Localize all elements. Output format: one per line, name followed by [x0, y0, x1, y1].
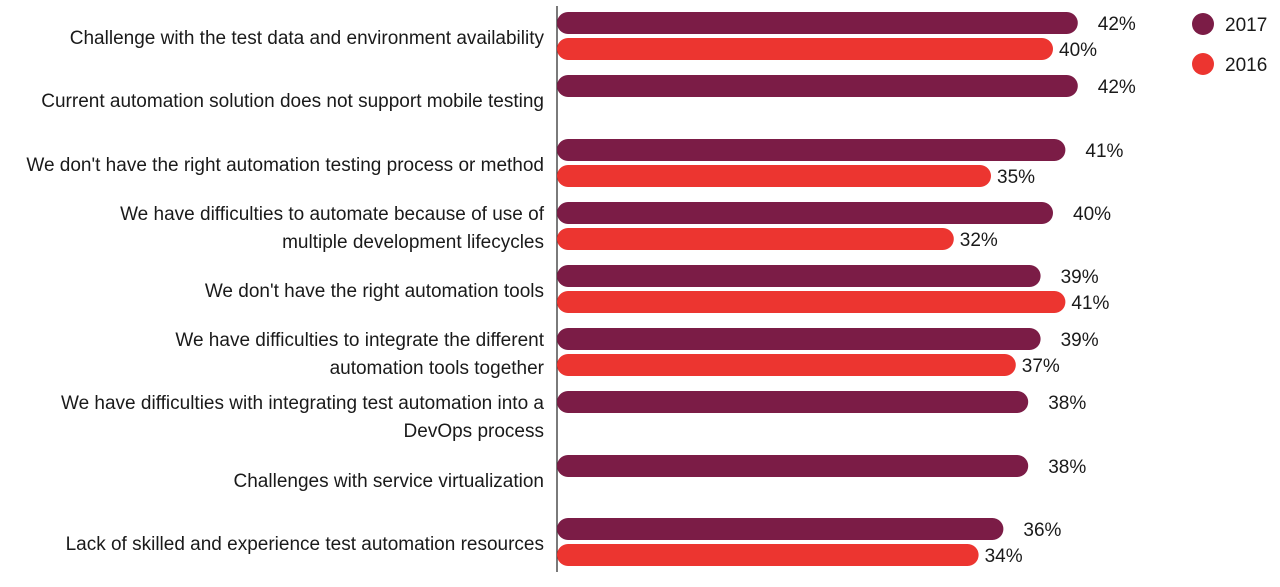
- bar-2017-2: [557, 139, 1066, 161]
- legend: 2017 2016: [1192, 13, 1267, 76]
- category-label-line: Challenge with the test data and environ…: [70, 28, 545, 49]
- bar-2017-6: [557, 391, 1029, 413]
- bar-2017-5: [557, 328, 1041, 350]
- value-label-2016-5: 37%: [1022, 356, 1060, 377]
- bar-2017-3: [557, 202, 1053, 224]
- category-label-4: We don't have the right automation tools: [205, 281, 544, 302]
- value-label-2016-8: 34%: [985, 546, 1023, 567]
- bar-2017-7: [557, 455, 1029, 477]
- category-label-2: We don't have the right automation testi…: [26, 155, 544, 176]
- category-label-line: Challenges with service virtualization: [234, 471, 544, 492]
- value-label-2017-6: 38%: [1048, 393, 1086, 414]
- category-labels-group: Challenge with the test data and environ…: [26, 28, 544, 555]
- category-label-6: We have difficulties with integrating te…: [61, 393, 544, 442]
- category-label-line: We don't have the right automation testi…: [26, 155, 544, 176]
- value-label-2017-3: 40%: [1073, 204, 1111, 225]
- category-label-1: Current automation solution does not sup…: [41, 91, 544, 112]
- category-label-3: We have difficulties to automate because…: [120, 204, 545, 253]
- category-label-7: Challenges with service virtualization: [234, 471, 544, 492]
- bar-2017-8: [557, 518, 1004, 540]
- value-label-2017-1: 42%: [1098, 77, 1136, 98]
- bars-group: 42%40%42%41%35%40%32%39%41%39%37%38%38%3…: [557, 12, 1136, 567]
- value-label-2017-0: 42%: [1098, 14, 1136, 35]
- legend-label-2017: 2017: [1225, 15, 1267, 36]
- value-label-2017-8: 36%: [1023, 520, 1061, 541]
- value-label-2017-7: 38%: [1048, 457, 1086, 478]
- category-label-line: Lack of skilled and experience test auto…: [66, 534, 544, 555]
- bar-2016-8: [557, 544, 979, 566]
- category-label-5: We have difficulties to integrate the di…: [175, 330, 544, 379]
- category-label-8: Lack of skilled and experience test auto…: [66, 534, 544, 555]
- bar-2016-0: [557, 38, 1053, 60]
- category-label-0: Challenge with the test data and environ…: [70, 28, 545, 49]
- legend-label-2016: 2016: [1225, 55, 1267, 76]
- bar-2017-4: [557, 265, 1041, 287]
- category-label-line: We have difficulties to automate because…: [120, 204, 545, 225]
- value-label-2016-2: 35%: [997, 167, 1035, 188]
- bar-2016-3: [557, 228, 954, 250]
- category-label-line: We have difficulties with integrating te…: [61, 393, 544, 414]
- bar-2016-2: [557, 165, 991, 187]
- value-label-2016-0: 40%: [1059, 40, 1097, 61]
- category-label-line: We have difficulties to integrate the di…: [175, 330, 544, 351]
- category-label-line: multiple development lifecycles: [282, 232, 544, 253]
- value-label-2017-4: 39%: [1061, 267, 1099, 288]
- legend-marker-2016: [1192, 53, 1214, 75]
- bar-2017-0: [557, 12, 1078, 34]
- category-label-line: DevOps process: [404, 421, 544, 442]
- category-label-line: automation tools together: [330, 358, 545, 379]
- value-label-2017-5: 39%: [1061, 330, 1099, 351]
- category-label-line: Current automation solution does not sup…: [41, 91, 544, 112]
- bar-2016-5: [557, 354, 1016, 376]
- bar-2017-1: [557, 75, 1078, 97]
- value-label-2017-2: 41%: [1085, 141, 1123, 162]
- bar-2016-4: [557, 291, 1066, 313]
- legend-marker-2017: [1192, 13, 1214, 35]
- value-label-2016-3: 32%: [960, 230, 998, 251]
- category-label-line: We don't have the right automation tools: [205, 281, 544, 302]
- value-label-2016-4: 41%: [1071, 293, 1109, 314]
